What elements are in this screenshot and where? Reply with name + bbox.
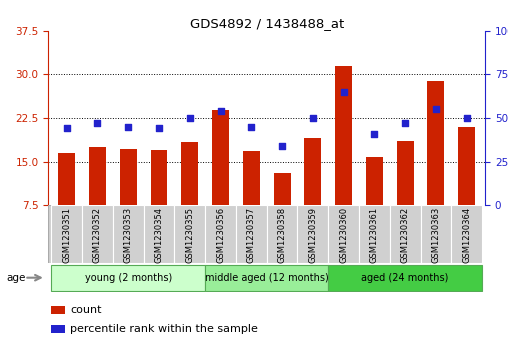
FancyBboxPatch shape	[390, 205, 421, 263]
Text: count: count	[70, 305, 102, 315]
Text: young (2 months): young (2 months)	[85, 273, 172, 283]
Point	[432, 106, 440, 112]
Bar	[335, 66, 352, 205]
Bar	[397, 141, 414, 205]
Bar	[458, 127, 475, 205]
Bar	[150, 150, 168, 205]
FancyBboxPatch shape	[205, 205, 236, 263]
Text: GSM1230360: GSM1230360	[339, 207, 348, 263]
Point	[278, 143, 286, 149]
FancyBboxPatch shape	[144, 205, 174, 263]
Text: GSM1230351: GSM1230351	[62, 207, 71, 263]
Title: GDS4892 / 1438488_at: GDS4892 / 1438488_at	[189, 17, 344, 30]
Point	[62, 126, 71, 131]
FancyBboxPatch shape	[82, 205, 113, 263]
Point	[155, 126, 163, 131]
Bar	[366, 157, 383, 205]
FancyBboxPatch shape	[48, 205, 479, 263]
Point	[247, 124, 256, 130]
Text: GSM1230358: GSM1230358	[277, 207, 287, 263]
Bar	[58, 153, 75, 205]
Point	[124, 124, 132, 130]
Bar	[274, 173, 291, 205]
Bar	[427, 81, 444, 205]
FancyBboxPatch shape	[51, 205, 82, 263]
Bar	[181, 142, 198, 205]
FancyBboxPatch shape	[298, 205, 328, 263]
FancyBboxPatch shape	[328, 205, 359, 263]
Text: GSM1230362: GSM1230362	[401, 207, 409, 263]
FancyBboxPatch shape	[51, 265, 205, 291]
Point	[339, 89, 347, 95]
Bar	[89, 147, 106, 205]
Bar	[212, 110, 229, 205]
Text: GSM1230354: GSM1230354	[154, 207, 164, 263]
Bar	[304, 138, 322, 205]
FancyBboxPatch shape	[421, 205, 451, 263]
Text: middle aged (12 months): middle aged (12 months)	[205, 273, 329, 283]
Point	[216, 108, 225, 114]
FancyBboxPatch shape	[236, 205, 267, 263]
FancyBboxPatch shape	[451, 205, 482, 263]
Point	[401, 120, 409, 126]
Text: GSM1230359: GSM1230359	[308, 207, 318, 263]
Text: GSM1230361: GSM1230361	[370, 207, 379, 263]
Point	[463, 115, 471, 121]
Point	[309, 115, 317, 121]
Text: aged (24 months): aged (24 months)	[362, 273, 449, 283]
Text: GSM1230356: GSM1230356	[216, 207, 225, 263]
Bar	[120, 149, 137, 205]
FancyBboxPatch shape	[359, 205, 390, 263]
Text: GSM1230357: GSM1230357	[247, 207, 256, 263]
FancyBboxPatch shape	[328, 265, 482, 291]
Text: GSM1230363: GSM1230363	[431, 207, 440, 263]
Text: GSM1230352: GSM1230352	[93, 207, 102, 263]
Text: age: age	[6, 273, 25, 283]
Text: GSM1230355: GSM1230355	[185, 207, 194, 263]
Point	[186, 115, 194, 121]
Point	[370, 131, 378, 136]
Text: percentile rank within the sample: percentile rank within the sample	[70, 323, 258, 334]
FancyBboxPatch shape	[267, 205, 298, 263]
FancyBboxPatch shape	[113, 205, 144, 263]
Point	[93, 120, 102, 126]
Text: GSM1230353: GSM1230353	[124, 207, 133, 263]
Text: GSM1230364: GSM1230364	[462, 207, 471, 263]
Bar	[243, 151, 260, 205]
FancyBboxPatch shape	[174, 205, 205, 263]
FancyBboxPatch shape	[205, 265, 328, 291]
